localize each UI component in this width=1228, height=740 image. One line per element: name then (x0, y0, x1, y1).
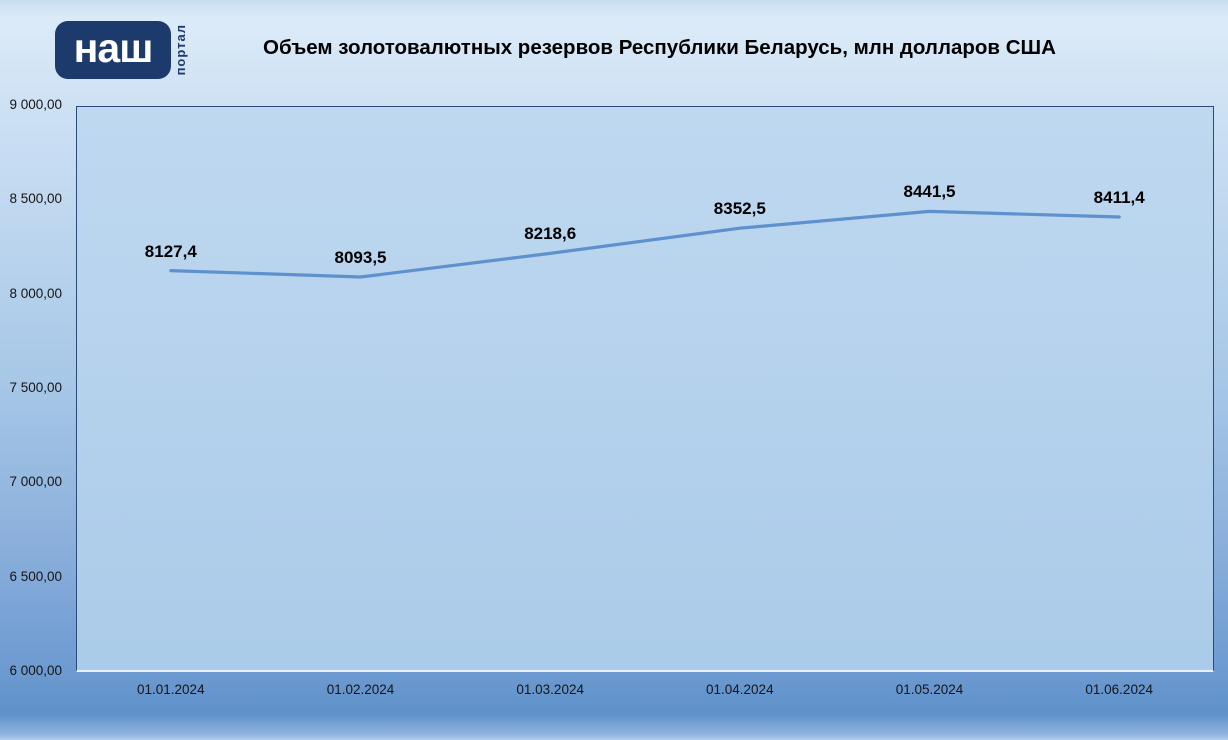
data-label: 8352,5 (713, 199, 766, 219)
chart-title: Объем золотовалютных резервов Республики… (263, 36, 1056, 59)
plot-area (76, 106, 1214, 672)
logo-subtext: портал (172, 24, 188, 76)
logo-subtext-wrap: портал (171, 21, 189, 79)
logo-text: наш (73, 24, 154, 71)
y-tick-label: 9 000,00 (9, 97, 62, 112)
y-tick-label: 7 000,00 (9, 474, 62, 490)
x-tick-label: 01.01.2024 (137, 682, 205, 697)
y-tick-label: 7 500,00 (9, 380, 62, 395)
x-tick-label: 01.06.2024 (1085, 682, 1153, 697)
x-tick-label: 01.04.2024 (706, 682, 774, 697)
y-tick-label: 8 500,00 (9, 191, 62, 207)
data-label: 8411,4 (1093, 188, 1145, 207)
data-label: 8218,6 (524, 224, 577, 244)
logo: наш (55, 21, 171, 79)
y-tick-label: 8 000,00 (9, 285, 62, 301)
x-tick-label: 01.05.2024 (895, 682, 964, 697)
data-label: 8441,5 (903, 182, 956, 202)
x-tick-label: 01.02.2024 (326, 682, 395, 697)
data-label: 8127,4 (144, 241, 197, 261)
data-label: 8093,5 (334, 248, 387, 267)
y-tick-label: 6 000,00 (9, 663, 62, 678)
x-tick-label: 01.03.2024 (516, 682, 584, 697)
y-tick-label: 6 500,00 (9, 568, 62, 584)
